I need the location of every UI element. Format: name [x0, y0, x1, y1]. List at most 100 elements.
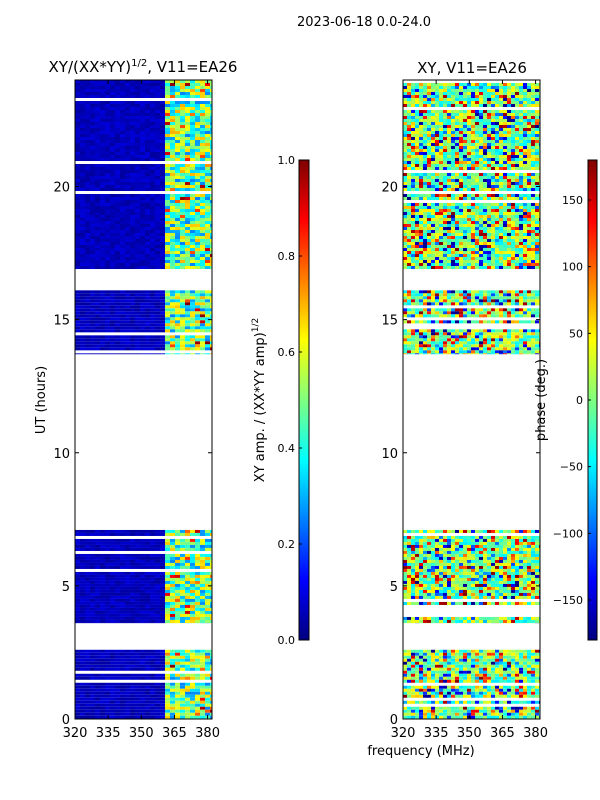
heatmap-cell — [90, 541, 95, 545]
heatmap-cell — [527, 655, 531, 659]
heatmap-cell — [100, 598, 105, 602]
heatmap-cell — [210, 604, 212, 608]
heatmap-cell — [515, 571, 519, 575]
heatmap-cell — [165, 652, 170, 656]
heatmap-cell — [451, 547, 455, 551]
heatmap-cell — [150, 299, 155, 303]
heatmap-cell — [170, 311, 175, 315]
heatmap-cell — [185, 592, 190, 596]
heatmap-cell — [459, 706, 463, 710]
heatmap-cell — [435, 706, 439, 710]
heatmap-cell — [110, 233, 115, 236]
heatmap-cell — [175, 179, 180, 182]
heatmap-cell — [195, 221, 200, 224]
heatmap-cell — [175, 299, 180, 303]
heatmap-cell — [175, 224, 180, 227]
heatmap-cell — [95, 227, 100, 230]
heatmap-cell — [125, 329, 130, 333]
heatmap-cell — [160, 703, 165, 707]
heatmap-cell — [120, 170, 125, 173]
heatmap-cell — [535, 652, 539, 656]
heatmap-cell — [155, 607, 160, 611]
heatmap-cell — [110, 589, 115, 593]
heatmap-cell — [471, 574, 475, 578]
heatmap-cell — [140, 673, 145, 677]
heatmap-cell — [431, 541, 435, 545]
heatmap-cell — [90, 658, 95, 662]
heatmap-cell — [110, 290, 115, 294]
heatmap-cell — [200, 155, 205, 158]
heatmap-cell — [415, 565, 419, 569]
heatmap-cell — [523, 706, 527, 710]
heatmap-cell — [155, 266, 160, 269]
heatmap-cell — [467, 541, 471, 545]
heatmap-cell — [125, 694, 130, 698]
heatmap-cell — [130, 245, 135, 248]
heatmap-cell — [195, 652, 200, 656]
heatmap-cell — [100, 185, 105, 188]
heatmap-cell — [80, 266, 85, 269]
heatmap-cell — [511, 709, 515, 713]
heatmap-cell — [195, 266, 200, 269]
heatmap-cell — [145, 107, 150, 110]
heatmap-cell — [479, 658, 483, 662]
heatmap-cell — [140, 212, 145, 215]
heatmap-cell — [90, 146, 95, 149]
heatmap-cell — [160, 266, 165, 269]
heatmap-cell — [140, 652, 145, 656]
heatmap-cell — [170, 664, 175, 668]
heatmap-cell — [160, 676, 165, 680]
heatmap-cell — [527, 691, 531, 695]
heatmap-cell — [115, 260, 120, 263]
heatmap-cell — [195, 248, 200, 251]
heatmap-cell — [155, 583, 160, 587]
heatmap-cell — [210, 571, 212, 575]
heatmap-cell — [110, 314, 115, 318]
heatmap-cell — [90, 254, 95, 257]
heatmap-cell — [135, 185, 140, 188]
heatmap-cell — [190, 131, 195, 134]
heatmap-cell — [105, 95, 110, 98]
heatmap-cell — [135, 203, 140, 206]
heatmap-cell — [80, 314, 85, 318]
heatmap-cell — [80, 574, 85, 578]
heatmap-cell — [160, 152, 165, 155]
heatmap-cell — [120, 206, 125, 209]
heatmap-cell — [130, 296, 135, 300]
heatmap-cell — [427, 529, 431, 533]
heatmap-cell — [160, 532, 165, 536]
heatmap-cell — [135, 619, 140, 623]
heatmap-cell — [125, 712, 130, 716]
heatmap-cell — [80, 146, 85, 149]
heatmap-cell — [165, 293, 170, 297]
heatmap-cell — [120, 706, 125, 710]
heatmap-cell — [125, 83, 130, 86]
heatmap-cell — [205, 197, 210, 200]
heatmap-cell — [110, 697, 115, 701]
heatmap-cell — [80, 347, 85, 351]
heatmap-cell — [110, 323, 115, 327]
heatmap-cell — [175, 110, 180, 113]
heatmap-cell — [479, 676, 483, 680]
heatmap-cell — [120, 233, 125, 236]
heatmap-cell — [135, 338, 140, 342]
heatmap-cell — [170, 335, 175, 339]
heatmap-cell — [75, 251, 80, 254]
heatmap-cell — [175, 571, 180, 575]
heatmap-cell — [80, 649, 85, 653]
heatmap-cell — [180, 685, 185, 689]
heatmap-cell — [85, 134, 90, 137]
heatmap-cell — [423, 667, 427, 671]
heatmap-cell — [150, 335, 155, 339]
heatmap-cell — [495, 562, 499, 566]
heatmap-cell — [185, 574, 190, 578]
heatmap-cell — [120, 556, 125, 560]
heatmap-cell — [175, 143, 180, 146]
heatmap-cell — [90, 215, 95, 218]
heatmap-cell — [200, 188, 205, 191]
heatmap-cell — [140, 613, 145, 617]
heatmap-cell — [205, 176, 210, 179]
heatmap-cell — [125, 110, 130, 113]
heatmap-cell — [180, 529, 185, 533]
heatmap-cell — [95, 110, 100, 113]
